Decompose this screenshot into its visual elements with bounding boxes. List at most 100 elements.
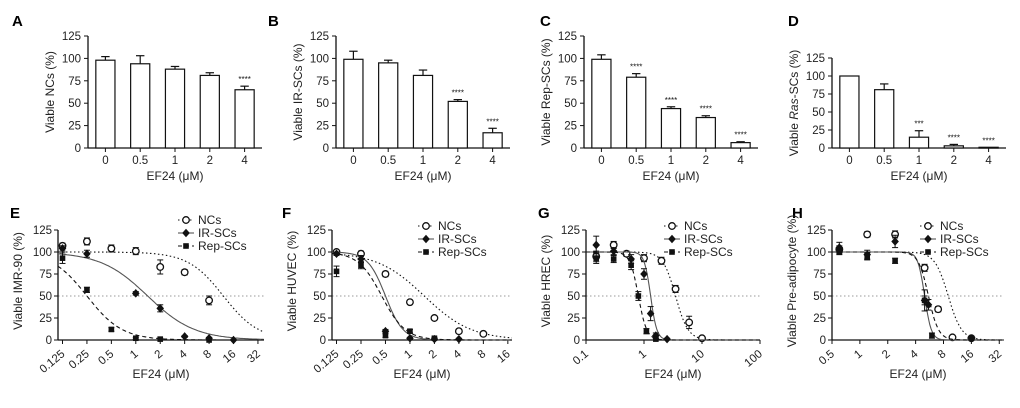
bar	[199, 74, 220, 149]
x-tick-label: 8	[201, 348, 214, 361]
data-point-square	[157, 336, 164, 342]
x-tick-label: 0.125	[38, 348, 68, 376]
data-point-diamond	[83, 249, 91, 259]
significance-stars: ****	[238, 75, 250, 84]
x-axis-label: EF24 (μM)	[394, 367, 451, 381]
series-rep-scs	[331, 252, 512, 342]
legend-label: IR-SCs	[684, 232, 723, 246]
y-tick-label: 0	[571, 143, 577, 155]
x-tick-label: 1	[852, 348, 865, 361]
x-axis-label: EF24 (μM)	[890, 367, 947, 381]
legend-entry-ir-scs: IR-SCs	[178, 226, 237, 240]
data-point-square	[968, 335, 975, 342]
x-axis-label: EF24 (μM)	[147, 169, 204, 183]
x-tick-label: 0	[102, 155, 108, 167]
y-tick-label: 0	[75, 143, 81, 155]
fit-curve	[586, 251, 760, 341]
series-rep-scs	[586, 251, 760, 342]
x-axis-label: EF24 (μM)	[133, 367, 190, 381]
panel-label: F	[282, 205, 291, 222]
y-tick-label: 50	[39, 291, 52, 303]
significance-stars: ****	[486, 117, 498, 126]
x-tick-label: 2	[880, 348, 893, 361]
significance-stars: ***	[914, 120, 923, 129]
legend-label: IR-SCs	[198, 226, 237, 240]
bar	[95, 59, 116, 149]
bar	[626, 76, 647, 149]
y-tick-label: 50	[68, 98, 81, 110]
x-axis-label: EF24 (μM)	[643, 169, 700, 183]
data-point-diamond	[592, 240, 601, 250]
bar-chart-panel-d: D 0 25 50 75 100 125 0 0.5 *** 1 **** 2 **** 4 EF24 (μM…	[787, 13, 1006, 183]
x-tick-label: 1	[636, 348, 649, 361]
data-point-circle	[671, 285, 680, 293]
legend-label: Rep-SCs	[940, 245, 989, 259]
y-axis-label: Viable IR-SCs (%)	[291, 43, 305, 140]
data-point-diamond	[924, 234, 932, 244]
y-axis-label: Viable Pre-adipocyte (%)	[785, 215, 799, 348]
data-point-diamond	[156, 304, 165, 313]
panel-label: H	[792, 205, 803, 222]
x-tick-label: 0.125	[312, 348, 342, 376]
dose-response-panel-h: H 0 25 50 75 100 125 0.5 1 2 4 8 16 32 EF24 (μM) Viable…	[785, 205, 1004, 381]
legend-label: IR-SCs	[438, 232, 477, 246]
x-tick-label: 0.5	[817, 348, 837, 367]
y-tick-label: 75	[313, 269, 326, 281]
data-point-diamond	[891, 237, 899, 246]
x-tick-label: 16	[959, 348, 977, 365]
bar	[591, 58, 612, 149]
y-axis-label-prefix: Viable	[787, 120, 801, 156]
x-tick-label: 0.25	[341, 348, 366, 372]
x-tick-label: 2	[455, 155, 461, 167]
bar	[908, 136, 930, 149]
significance-stars: ****	[982, 136, 994, 145]
series-rep-scs	[832, 248, 1004, 342]
data-point-square	[653, 336, 659, 342]
data-point-diamond	[609, 246, 618, 256]
data-point-circle	[668, 222, 676, 230]
y-tick-label: 100	[561, 247, 580, 259]
data-point-diamond	[131, 289, 140, 298]
x-tick-label: 100	[743, 348, 765, 370]
x-tick-label: 0.1	[571, 348, 591, 367]
x-tick-label: 1	[128, 348, 141, 361]
legend-entry-ncs: NCs	[664, 219, 707, 233]
data-point-diamond	[180, 332, 189, 341]
x-tick-label: 4	[985, 155, 992, 167]
x-tick-label: 0	[598, 155, 604, 167]
data-point-square	[423, 249, 429, 255]
y-tick-label: 100	[310, 53, 329, 65]
bar	[164, 68, 186, 149]
x-tick-label: 1	[668, 155, 674, 167]
y-tick-label: 50	[313, 291, 326, 303]
data-point-square	[635, 293, 642, 299]
legend-label: NCs	[684, 219, 707, 233]
x-tick-label: 0.5	[96, 348, 116, 367]
legend-entry-ncs: NCs	[920, 219, 963, 233]
y-axis-label-suffix: -SCs (%)	[787, 50, 801, 99]
data-point-circle	[156, 263, 165, 271]
series-ncs	[331, 248, 513, 339]
fit-curve	[832, 251, 1004, 341]
y-axis-label: Viable NCs (%)	[43, 51, 57, 133]
legend-label: NCs	[940, 219, 963, 233]
x-tick-label: 1	[916, 155, 922, 167]
data-point-square	[864, 253, 871, 260]
x-tick-label: 2	[207, 155, 213, 167]
data-point-circle	[657, 256, 666, 265]
bar	[343, 58, 364, 149]
data-point-circle	[405, 298, 414, 307]
legend-entry-ncs: NCs	[178, 213, 221, 227]
legend-entry-ir-scs: IR-SCs	[418, 232, 477, 246]
data-point-diamond	[58, 244, 67, 253]
x-tick-label: 0.25	[67, 348, 92, 372]
data-point-circle	[82, 237, 91, 246]
fit-curve	[586, 251, 760, 341]
x-tick-label: 0.5	[370, 348, 390, 367]
legend-label: NCs	[198, 213, 221, 227]
panel-label: C	[540, 13, 551, 30]
y-axis-label-italic: Ras	[787, 98, 801, 119]
bar	[978, 146, 999, 149]
bar	[839, 75, 860, 149]
x-tick-label: 1	[420, 155, 426, 167]
